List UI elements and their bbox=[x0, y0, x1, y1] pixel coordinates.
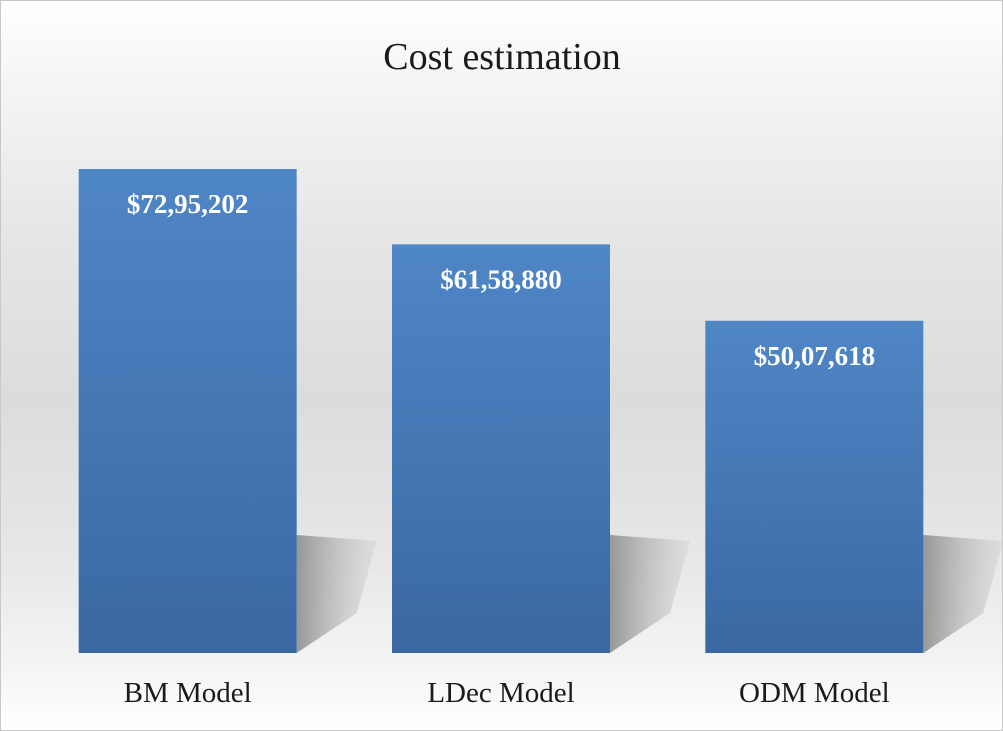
x-tick-label: BM Model bbox=[124, 677, 252, 709]
bar-shadow bbox=[610, 535, 690, 653]
bar-shadow bbox=[296, 535, 377, 653]
data-label: $72,95,202 bbox=[127, 189, 249, 219]
x-tick-label: ODM Model bbox=[739, 677, 890, 709]
bar-odm-model bbox=[705, 320, 924, 653]
data-label: $61,58,880 bbox=[440, 264, 562, 294]
chart-title: Cost estimation bbox=[383, 36, 621, 78]
category-label-group: BM Model LDec Model ODM Model bbox=[124, 677, 890, 709]
data-label: $50,07,618 bbox=[754, 341, 876, 371]
bar-shadows bbox=[296, 535, 1002, 653]
bar-ldec-model bbox=[392, 244, 610, 653]
bar-shadow bbox=[923, 535, 1002, 653]
bar-group bbox=[78, 169, 924, 653]
x-tick-label: LDec Model bbox=[427, 677, 574, 709]
value-label-group: $72,95,202 $61,58,880 $50,07,618 bbox=[127, 189, 875, 371]
bar-bm-model bbox=[78, 169, 297, 653]
